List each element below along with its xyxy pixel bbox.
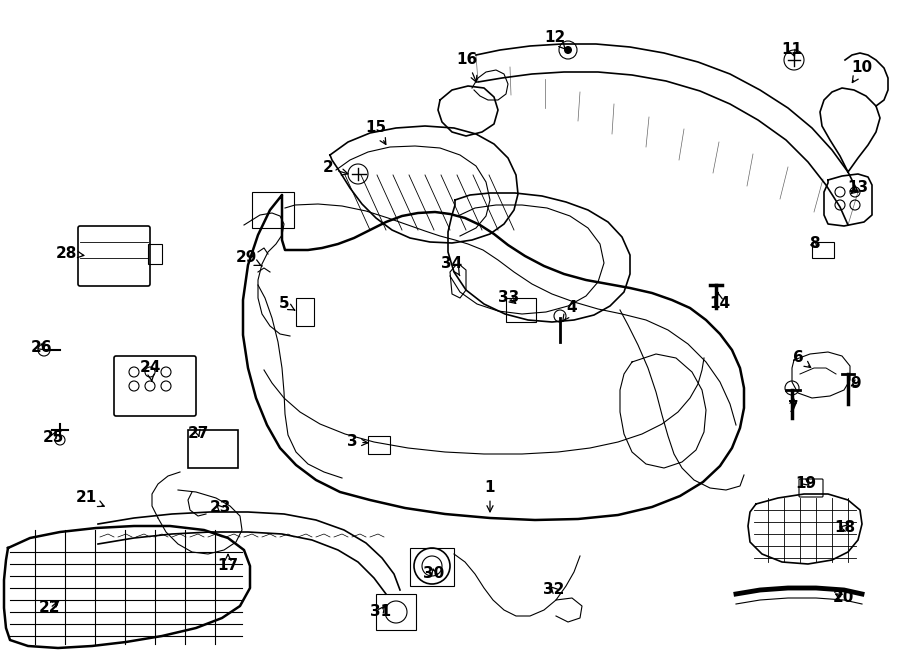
Text: 24: 24 bbox=[140, 360, 161, 381]
Text: 31: 31 bbox=[371, 603, 392, 619]
Text: 6: 6 bbox=[793, 350, 811, 368]
Text: 7: 7 bbox=[788, 397, 798, 416]
Text: 22: 22 bbox=[40, 600, 61, 615]
Text: 29: 29 bbox=[235, 251, 262, 266]
Text: 1: 1 bbox=[485, 481, 495, 512]
Text: 10: 10 bbox=[851, 61, 873, 83]
Text: 11: 11 bbox=[781, 42, 803, 58]
Text: 3: 3 bbox=[346, 434, 368, 449]
Text: 4: 4 bbox=[562, 301, 577, 321]
Text: 17: 17 bbox=[218, 555, 238, 574]
Text: 14: 14 bbox=[709, 293, 731, 311]
Text: 5: 5 bbox=[279, 297, 294, 311]
Text: 27: 27 bbox=[187, 426, 209, 440]
Text: 26: 26 bbox=[32, 340, 53, 356]
Circle shape bbox=[564, 46, 572, 54]
Text: 9: 9 bbox=[850, 375, 861, 391]
Text: 20: 20 bbox=[832, 590, 854, 605]
Text: 32: 32 bbox=[544, 582, 564, 598]
Text: 16: 16 bbox=[456, 52, 478, 82]
Text: 33: 33 bbox=[499, 290, 519, 305]
Text: 28: 28 bbox=[55, 245, 84, 260]
Text: 8: 8 bbox=[809, 237, 819, 251]
Text: 18: 18 bbox=[834, 520, 856, 535]
Text: 23: 23 bbox=[210, 500, 230, 516]
Text: 13: 13 bbox=[848, 180, 868, 196]
Text: 25: 25 bbox=[42, 430, 64, 446]
Text: 34: 34 bbox=[441, 256, 463, 276]
Text: 15: 15 bbox=[365, 120, 387, 144]
Text: 19: 19 bbox=[796, 475, 816, 490]
Text: 30: 30 bbox=[423, 566, 445, 580]
Text: 12: 12 bbox=[544, 30, 565, 49]
Text: 21: 21 bbox=[76, 490, 104, 506]
Text: 2: 2 bbox=[322, 161, 348, 176]
